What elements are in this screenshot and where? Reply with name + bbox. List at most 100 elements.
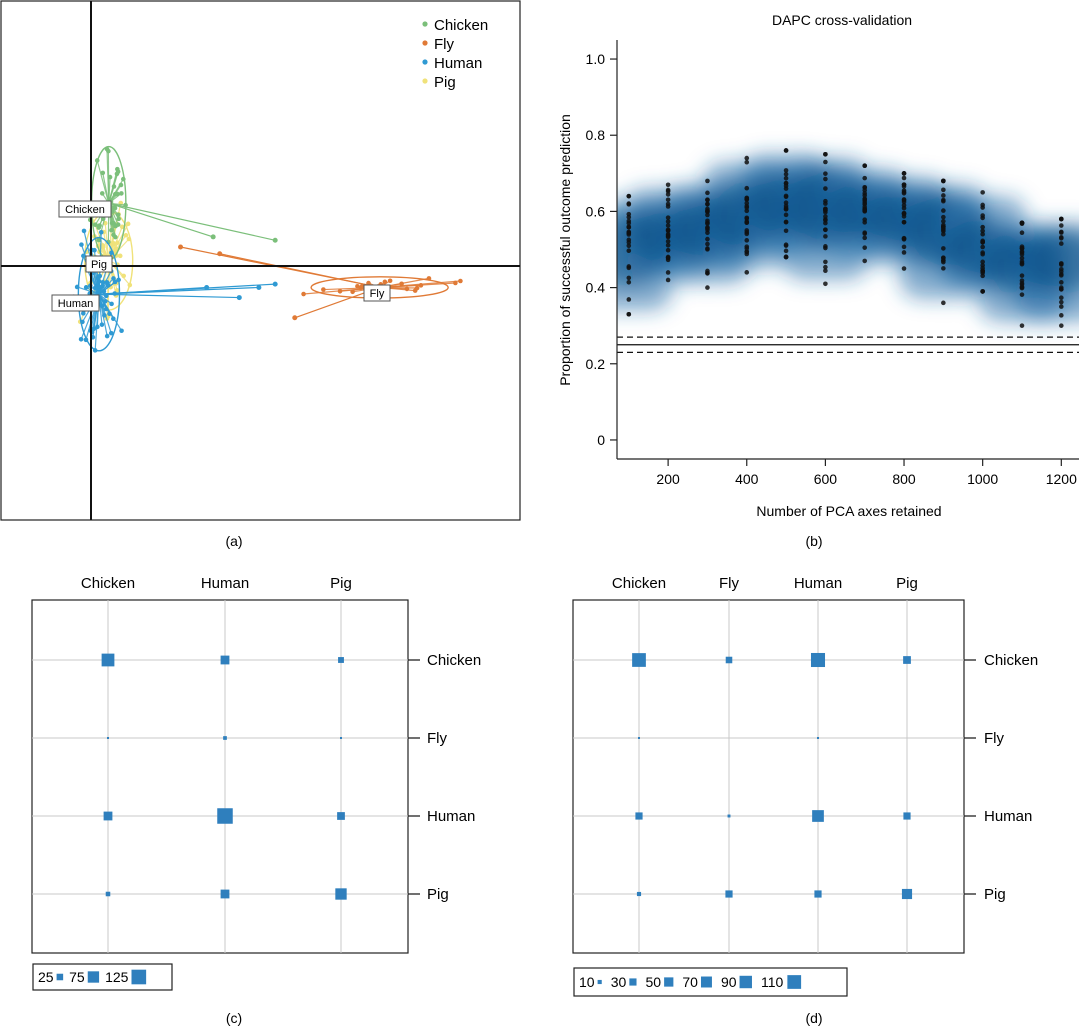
point-human <box>83 285 89 290</box>
cv-point <box>941 193 946 198</box>
legend-square <box>739 975 752 989</box>
cv-point <box>626 311 632 317</box>
spoke-chicken <box>102 172 110 204</box>
cv-point <box>1059 280 1064 285</box>
y-tick-label: 0 <box>597 432 605 448</box>
point-fly <box>382 279 388 285</box>
legend-square <box>56 973 64 981</box>
cv-point <box>1019 220 1025 226</box>
point-chicken <box>107 174 113 180</box>
point-pig <box>125 221 131 227</box>
cv-point <box>823 176 828 182</box>
cv-point <box>862 175 868 181</box>
cv-point <box>744 159 750 165</box>
cv-point <box>744 155 750 161</box>
cv-point <box>626 218 632 224</box>
cv-point <box>665 215 671 220</box>
cv-point <box>823 220 828 226</box>
point-human <box>74 284 80 290</box>
point-human <box>119 328 124 334</box>
cell-square <box>725 890 733 898</box>
cv-point <box>744 246 750 251</box>
point-fly <box>458 278 463 284</box>
cv-point <box>862 258 868 264</box>
cell-square <box>335 888 347 900</box>
cell-square <box>220 889 230 899</box>
spoke-outlier-human <box>98 293 240 299</box>
x-tick-label: 1000 <box>967 471 998 487</box>
point-outlier-human <box>272 281 278 287</box>
cv-point <box>626 243 632 249</box>
x-tick-label: 1200 <box>1046 471 1077 487</box>
cv-point <box>705 241 710 247</box>
cv-point <box>941 231 946 237</box>
cv-point <box>626 279 632 285</box>
row-label-fly: Fly <box>984 730 1004 747</box>
cv-point <box>1019 280 1025 286</box>
cv-point <box>665 270 671 275</box>
x-tick-label: 600 <box>814 471 838 487</box>
spoke-human <box>76 286 100 295</box>
point-outlier-human <box>256 284 262 290</box>
cell-square <box>220 655 230 665</box>
point-fly <box>426 276 432 281</box>
cv-point <box>1019 323 1025 328</box>
point-human <box>109 301 114 307</box>
point-chicken <box>118 182 124 188</box>
point-outlier-fly <box>292 315 298 321</box>
cv-point <box>862 208 868 214</box>
x-tick-label: 400 <box>735 471 759 487</box>
cv-point <box>980 228 985 234</box>
spoke-human <box>98 293 123 332</box>
point-chicken <box>115 222 121 227</box>
cv-point <box>783 248 789 254</box>
panel-d-caption: (d) <box>805 1010 822 1026</box>
cv-point <box>823 227 828 233</box>
cv-point <box>941 187 946 193</box>
cv-point <box>1059 286 1064 292</box>
cv-point <box>862 245 868 250</box>
cv-point <box>901 199 907 205</box>
cv-point <box>665 219 671 224</box>
point-chicken <box>96 225 102 230</box>
legend-label-fly: Fly <box>434 36 454 53</box>
cv-point <box>783 194 789 200</box>
point-human <box>92 348 98 353</box>
point-human <box>116 277 121 283</box>
cv-point <box>783 186 789 191</box>
cv-point <box>823 245 828 251</box>
cv-point <box>862 200 868 206</box>
panel-c-contingency: Chicken Human Pig Chicken Fly Human Pig 25 75 12… <box>31 575 481 991</box>
cv-point <box>744 270 750 275</box>
cv-point <box>862 191 868 196</box>
cv-point <box>744 185 750 191</box>
cv-point <box>744 216 750 221</box>
cv-point <box>862 163 868 168</box>
legend-square <box>664 977 674 987</box>
legend-marker-chicken <box>422 21 428 27</box>
legend-value: 90 <box>721 974 737 990</box>
cv-point <box>823 171 828 176</box>
cv-point <box>783 219 789 225</box>
cv-point <box>823 264 828 270</box>
y-tick-label: 0.4 <box>586 280 606 296</box>
point-chicken <box>96 237 102 243</box>
point-fly <box>366 280 371 286</box>
cv-point <box>626 297 632 302</box>
cell-square <box>340 737 342 739</box>
cv-point <box>705 197 710 203</box>
legend-square <box>131 969 147 985</box>
spoke-outlier-fly <box>219 253 380 289</box>
cv-point <box>941 214 946 220</box>
cv-point <box>1059 295 1064 300</box>
panel-d-contingency: Chicken Fly Human Pig Chicken Fly Human Pig 10 3… <box>572 575 1038 997</box>
cv-point <box>1059 216 1064 222</box>
point-human <box>80 319 85 325</box>
point-human <box>99 303 105 309</box>
cv-point <box>626 248 632 254</box>
cv-point <box>665 247 671 253</box>
cv-point <box>980 244 985 250</box>
spoke-fly <box>379 280 461 289</box>
cluster-label-pig: Pig <box>85 255 113 273</box>
